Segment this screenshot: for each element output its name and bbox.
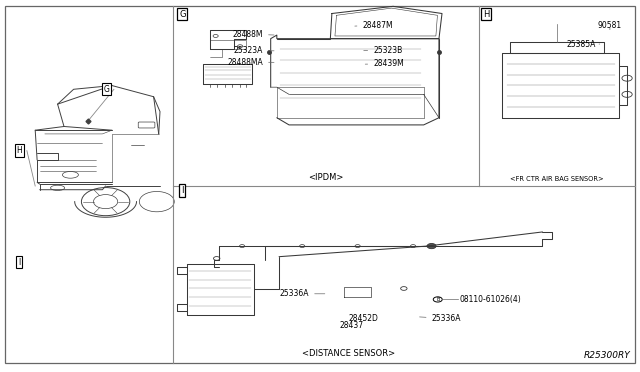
Text: 28488M: 28488M	[232, 30, 274, 39]
Text: 28439M: 28439M	[365, 59, 404, 68]
Text: 28437: 28437	[339, 321, 364, 330]
Text: 28487M: 28487M	[355, 21, 393, 30]
Text: H: H	[483, 10, 490, 19]
Text: <FR CTR AIR BAG SENSOR>: <FR CTR AIR BAG SENSOR>	[510, 176, 604, 182]
Text: 25323A: 25323A	[234, 46, 274, 55]
Text: 25336A: 25336A	[420, 314, 461, 323]
Text: 28452D: 28452D	[348, 314, 378, 323]
Text: I: I	[181, 186, 184, 195]
Text: 25385A: 25385A	[567, 39, 600, 49]
Text: H: H	[17, 146, 22, 155]
Text: 08110-61026(4): 08110-61026(4)	[460, 295, 521, 304]
Text: I: I	[18, 258, 20, 267]
Text: <DISTANCE SENSOR>: <DISTANCE SENSOR>	[302, 349, 395, 358]
Text: 25323B: 25323B	[364, 46, 403, 55]
Text: G: G	[179, 10, 186, 19]
Text: B: B	[436, 297, 440, 302]
Text: R25300RY: R25300RY	[584, 351, 630, 360]
Text: <IPDM>: <IPDM>	[308, 173, 344, 182]
Text: G: G	[103, 85, 109, 94]
Text: 28488MA: 28488MA	[227, 58, 274, 67]
Text: 90581: 90581	[598, 21, 622, 30]
Circle shape	[427, 244, 436, 249]
Text: 25336A: 25336A	[280, 289, 325, 298]
